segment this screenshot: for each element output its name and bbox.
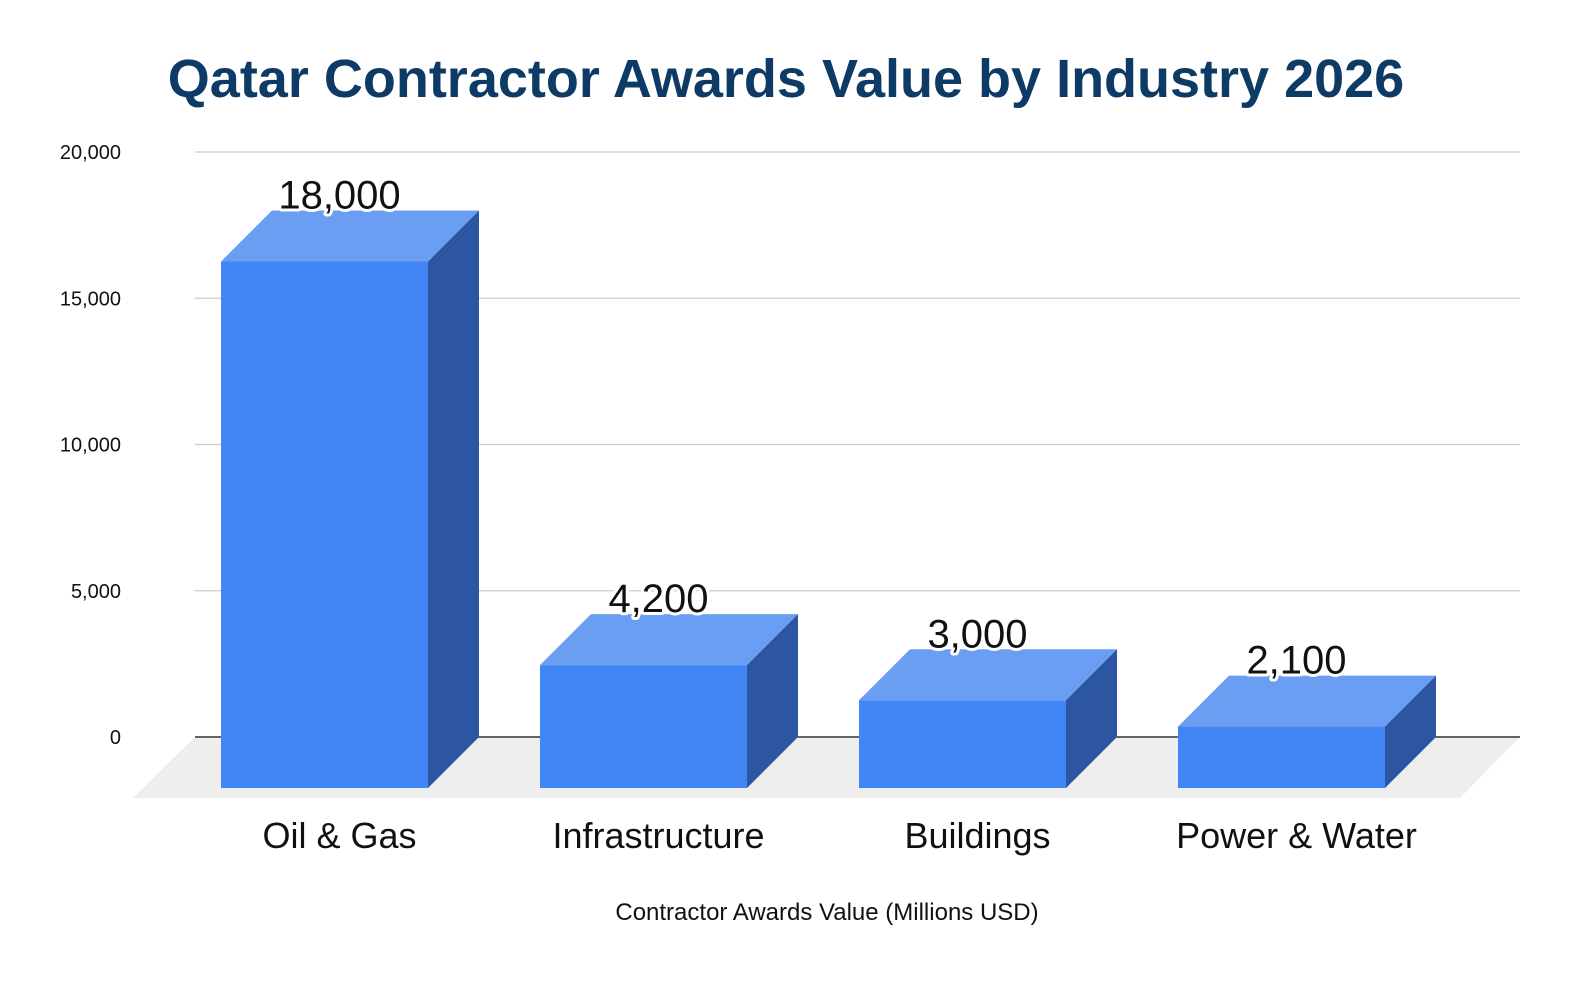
bar-side-face	[1385, 675, 1436, 788]
bar-group	[859, 649, 1117, 788]
y-tick-label: 15,000	[60, 288, 121, 310]
bar	[540, 665, 747, 788]
data-label: 4,200	[608, 577, 708, 621]
bars	[221, 210, 1436, 788]
x-tick-label: Power & Water	[1176, 815, 1417, 856]
bar-side-face	[1066, 649, 1117, 788]
bar-top-face	[540, 614, 798, 666]
data-labels: 18,000 4,200 3,000 2,100	[275, 171, 1349, 686]
bar-top-face	[1178, 675, 1436, 727]
bar-group	[1178, 675, 1436, 788]
y-tick-label: 5,000	[71, 581, 121, 603]
chart-floor	[133, 737, 1520, 798]
bar-group	[540, 614, 798, 788]
bar-group	[221, 210, 479, 788]
data-label: 3,000	[927, 612, 1027, 656]
bar	[221, 261, 428, 788]
y-tick-label: 10,000	[60, 435, 121, 457]
bar-top-face	[221, 210, 479, 262]
x-axis-title: Contractor Awards Value (Millions USD)	[615, 899, 1038, 926]
data-label: 2,100	[1246, 639, 1346, 683]
chart-title: Qatar Contractor Awards Value by Industr…	[168, 49, 1404, 109]
x-tick-label: Oil & Gas	[262, 815, 416, 856]
floor-plane	[133, 737, 1520, 798]
data-label: 18,000	[278, 174, 400, 218]
bar	[859, 700, 1066, 788]
bar	[1178, 726, 1385, 788]
x-axis: Oil & Gas Infrastructure Buildings Power & …	[262, 815, 1416, 856]
y-axis: 0 5,000 10,000 15,000 20,000	[60, 142, 121, 749]
x-tick-label: Buildings	[904, 815, 1050, 856]
y-tick-label: 20,000	[60, 142, 121, 164]
bar-side-face	[428, 210, 479, 788]
bar-top-face	[859, 649, 1117, 701]
bar-side-face	[747, 614, 798, 788]
y-tick-label: 0	[110, 727, 121, 749]
x-tick-label: Infrastructure	[552, 815, 764, 856]
